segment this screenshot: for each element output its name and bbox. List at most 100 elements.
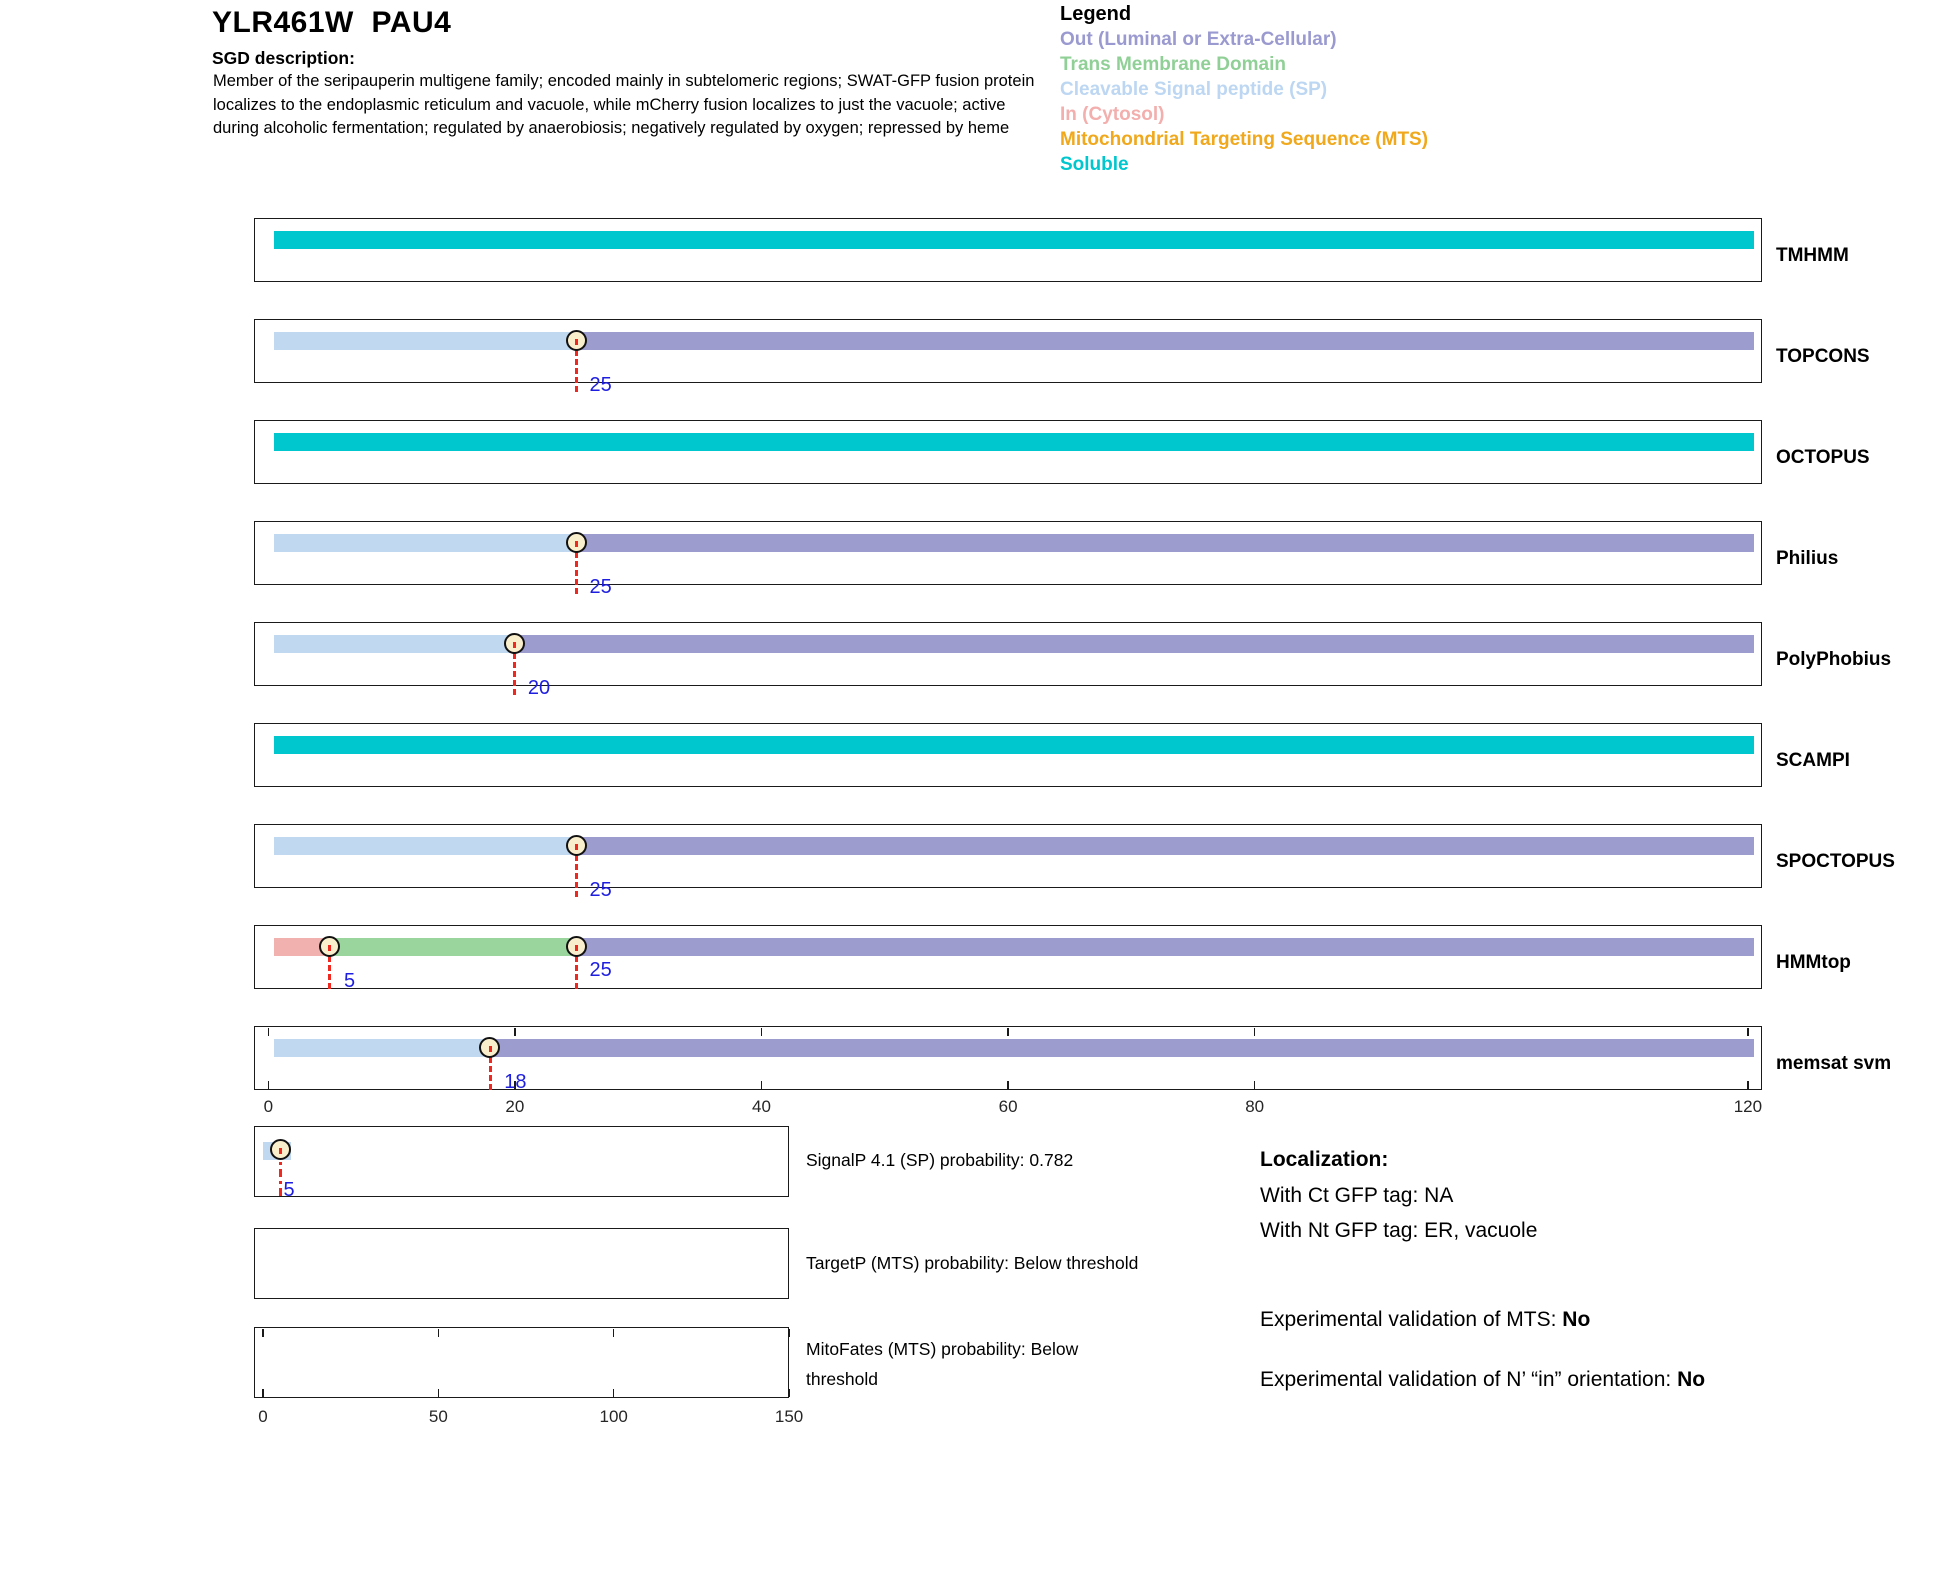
- axis-tick: [1253, 1027, 1256, 1036]
- track-label-SPOCTOPUS: SPOCTOPUS: [1776, 851, 1895, 872]
- plot-caption-1: SignalP 4.1 (SP) probability: 0.782: [806, 1150, 1074, 1170]
- track-label-PolyPhobius: PolyPhobius: [1776, 649, 1892, 670]
- axis-tick: [437, 1388, 440, 1397]
- bottom-axis-label: 100: [599, 1407, 628, 1426]
- sgd-description-label: SGD description:: [212, 48, 355, 68]
- segment-Soluble: [274, 231, 1755, 249]
- localization-nt-line: With Nt GFP tag: ER, vacuole: [1260, 1219, 1538, 1242]
- marker-position-label: 25: [589, 374, 612, 396]
- plot-caption-3: MitoFates (MTS) probability: Below thres…: [806, 1339, 1079, 1389]
- marker-position-label: 25: [589, 959, 612, 981]
- track-box-TOPCONS: [254, 319, 1762, 383]
- segment-Out: [490, 1039, 1755, 1057]
- legend-item-6: Soluble: [1060, 154, 1129, 175]
- page-title: YLR461W PAU4: [212, 6, 452, 39]
- track-box-PolyPhobius: [254, 622, 1762, 686]
- track-box-Philius: [254, 521, 1762, 585]
- localization-mts-line: Experimental validation of MTS: No: [1260, 1308, 1590, 1332]
- marker-position-label: 18: [504, 1071, 527, 1093]
- track-box-OCTOPUS: [254, 420, 1762, 484]
- mts-validation-value: No: [1562, 1308, 1591, 1331]
- plot-box-1: [254, 1126, 789, 1197]
- plot-box-2: [254, 1228, 789, 1299]
- marker-inner-dash: [279, 1148, 283, 1154]
- residue-axis-label: 20: [505, 1097, 525, 1116]
- track-label-Philius: Philius: [1776, 548, 1839, 569]
- axis-tick: [267, 1027, 270, 1036]
- marker-line: [328, 947, 332, 989]
- marker-position-label: 5: [283, 1179, 295, 1201]
- mts-validation-label: Experimental validation of MTS:: [1260, 1308, 1563, 1331]
- marker-line: [488, 1048, 492, 1090]
- marker-position-label: 25: [589, 576, 612, 598]
- track-box-HMMtop: [254, 925, 1762, 989]
- axis-tick: [262, 1328, 264, 1337]
- axis-tick: [612, 1388, 615, 1397]
- track-box-memsat-svm: [254, 1026, 1762, 1090]
- axis-tick: [1747, 1027, 1749, 1036]
- segment-Out: [576, 332, 1755, 350]
- axis-tick: [1007, 1027, 1009, 1036]
- residue-axis-label: 60: [998, 1097, 1018, 1116]
- axis-tick: [1007, 1080, 1009, 1089]
- localization-ct-line: With Ct GFP tag: NA: [1260, 1184, 1454, 1207]
- localization-orientation-line: Experimental validation of N’ “in” orien…: [1260, 1368, 1705, 1392]
- marker-line: [575, 543, 579, 594]
- marker-inner-dash: [575, 339, 579, 345]
- axis-tick: [788, 1328, 790, 1337]
- marker-line: [575, 341, 579, 392]
- segment-SP: [274, 837, 577, 855]
- segment-In: [274, 938, 330, 956]
- localization-title: Localization:: [1260, 1148, 1389, 1171]
- marker-inner-dash: [328, 945, 332, 951]
- plot-box-3: [254, 1327, 789, 1398]
- segment-Soluble: [274, 736, 1755, 754]
- track-label-HMMtop: HMMtop: [1776, 952, 1851, 973]
- marker-inner-dash: [513, 642, 517, 648]
- residue-axis-label: 120: [1733, 1097, 1763, 1116]
- legend-item-2: Trans Membrane Domain: [1060, 54, 1286, 75]
- axis-tick: [1747, 1080, 1749, 1089]
- legend-item-3: Cleavable Signal peptide (SP): [1060, 79, 1328, 100]
- segment-SP: [274, 332, 577, 350]
- axis-tick: [514, 1080, 516, 1089]
- legend-title: Legend: [1060, 3, 1132, 25]
- marker-line: [575, 846, 579, 897]
- marker-line: [575, 947, 579, 989]
- segment-SP: [274, 534, 577, 552]
- axis-tick: [1253, 1080, 1256, 1089]
- segment-Soluble: [274, 433, 1755, 451]
- axis-tick: [262, 1388, 264, 1397]
- orientation-validation-label: Experimental validation of N’ “in” orien…: [1260, 1368, 1678, 1391]
- residue-axis-label: 0: [263, 1097, 274, 1116]
- marker-position-label: 5: [343, 970, 356, 992]
- axis-tick: [612, 1328, 615, 1337]
- marker-inner-dash: [575, 541, 579, 547]
- track-label-TOPCONS: TOPCONS: [1776, 346, 1870, 367]
- legend-item-1: Out (Luminal or Extra-Cellular): [1060, 29, 1337, 50]
- axis-tick: [788, 1388, 790, 1397]
- legend: Out (Luminal or Extra-Cellular) Trans Mem…: [1060, 29, 1490, 184]
- marker-line: [513, 644, 517, 695]
- marker-inner-dash: [575, 844, 579, 850]
- bottom-axis-label: 150: [774, 1407, 804, 1426]
- track-label-TMHMM: TMHMM: [1776, 245, 1849, 266]
- marker-inner-dash: [575, 945, 579, 951]
- track-label-OCTOPUS: OCTOPUS: [1776, 447, 1870, 468]
- bottom-axis-label: 50: [428, 1407, 448, 1426]
- legend-item-4: In (Cytosol): [1060, 104, 1165, 125]
- segment-Out: [576, 938, 1755, 956]
- track-box-SCAMPI: [254, 723, 1762, 787]
- marker-position-label: 25: [589, 879, 612, 901]
- track-box-TMHMM: [254, 218, 1762, 282]
- segment-SP: [274, 635, 515, 653]
- sgd-description-text: Member of the seripauperin multigene fam…: [213, 72, 1035, 137]
- segment-Out: [576, 534, 1755, 552]
- bottom-axis-label: 0: [258, 1407, 268, 1426]
- orientation-validation-value: No: [1677, 1368, 1706, 1391]
- segment-Out: [514, 635, 1755, 653]
- marker-line: [279, 1150, 283, 1197]
- segment-TM: [329, 938, 577, 956]
- plot-caption-2: TargetP (MTS) probability: Below thresho…: [806, 1253, 1139, 1273]
